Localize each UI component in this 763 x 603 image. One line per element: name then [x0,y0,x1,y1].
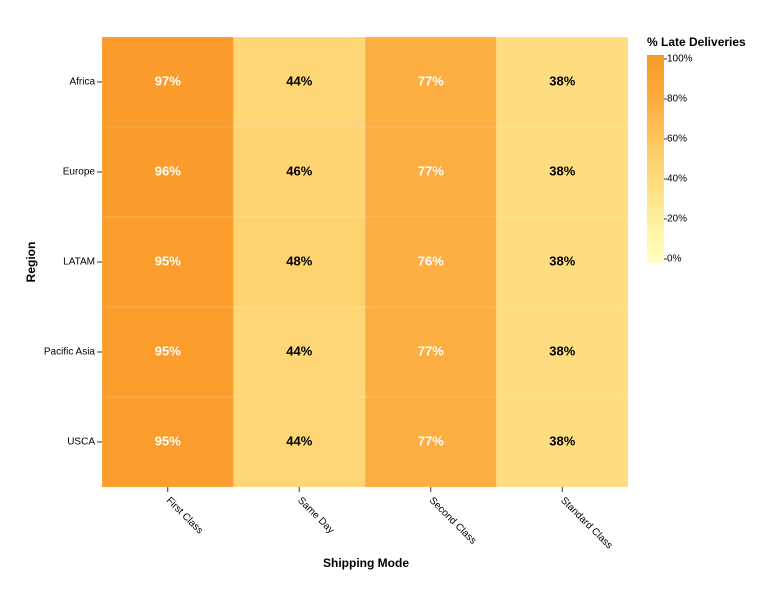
cell-label: 77% [418,433,444,448]
x-axis-title: Shipping Mode [323,556,409,570]
heatmap-cell [101,306,234,398]
cell-label: 38% [549,343,575,358]
y-tick-label: Pacific Asia [44,347,96,358]
colorbar [647,55,664,263]
cell-label: 38% [549,163,575,178]
heatmap-cell [101,126,234,218]
heatmap-cell [233,126,366,218]
cell-label: 77% [418,73,444,88]
heatmap-cell [496,126,629,218]
heatmap-cell [364,126,497,218]
colorbar-tick-label: 60% [667,134,687,145]
colorbar-tick-label: 80% [667,94,687,105]
cell-label: 97% [155,73,181,88]
heatmap-cell [233,36,366,128]
y-tick-label: LATAM [63,257,95,268]
x-tick-label: First Class [164,495,205,536]
y-tick-label: Europe [63,167,96,178]
heatmap-cell [101,396,234,488]
heatmap-cell [233,396,366,488]
y-axis-title: Region [24,242,38,283]
cell-label: 77% [418,163,444,178]
colorbar-tick-label: 100% [667,54,693,65]
colorbar-tick-label: 0% [667,254,682,265]
cell-label: 76% [418,253,444,268]
y-tick-label: Africa [69,77,95,88]
colorbar-tick-label: 20% [667,214,687,225]
cell-label: 38% [549,73,575,88]
cell-label: 46% [286,163,312,178]
cell-label: 44% [286,343,312,358]
heatmap-cell [496,396,629,488]
cell-label: 38% [549,253,575,268]
heatmap-cell [364,306,497,398]
heatmap-cell [364,36,497,128]
cell-label: 48% [286,253,312,268]
heatmap-cell [101,36,234,128]
heatmap-cell [233,306,366,398]
heatmap-cell [496,216,629,308]
heatmap-cell [496,306,629,398]
cell-label: 96% [155,163,181,178]
cell-label: 95% [155,433,181,448]
x-tick-label: Second Class [427,495,478,546]
heatmap-cell [233,216,366,308]
cell-label: 44% [286,433,312,448]
colorbar-title: % Late Deliveries [647,35,746,49]
cell-label: 38% [549,433,575,448]
heatmap-cell [364,396,497,488]
heatmap-cell [496,36,629,128]
cell-label: 95% [155,343,181,358]
cell-label: 44% [286,73,312,88]
x-tick-label: Same Day [295,495,336,536]
colorbar-tick-label: 40% [667,174,687,185]
cell-label: 95% [155,253,181,268]
y-tick-label: USCA [67,437,95,448]
cell-label: 77% [418,343,444,358]
x-tick-label: Standard Class [558,495,614,551]
